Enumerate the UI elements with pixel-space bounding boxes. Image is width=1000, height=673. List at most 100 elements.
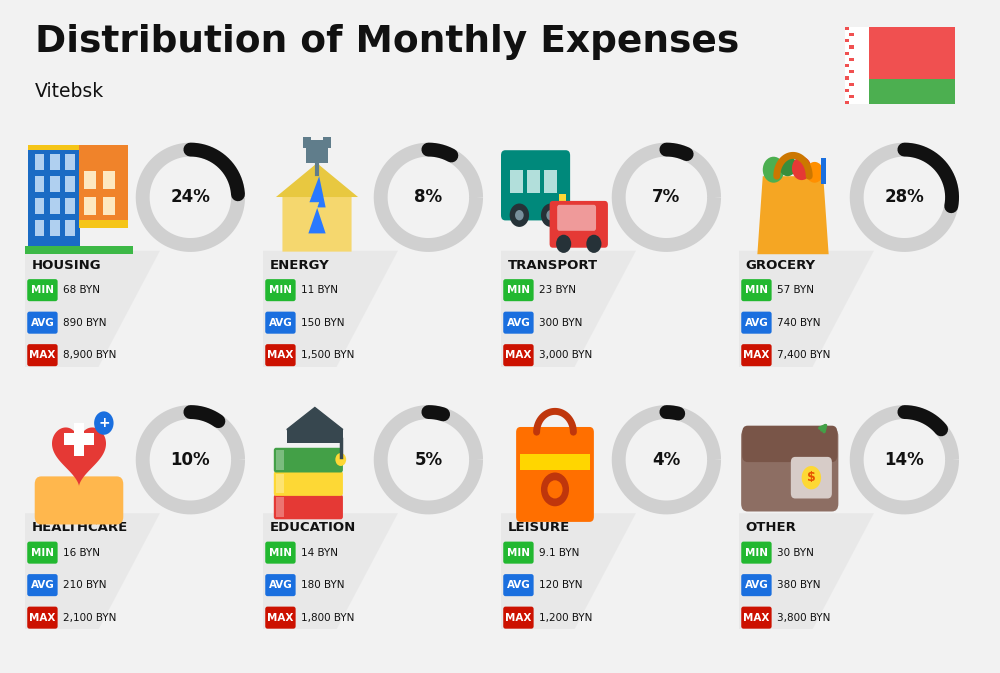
Bar — [559, 194, 566, 205]
FancyBboxPatch shape — [503, 312, 534, 334]
Bar — [276, 474, 284, 493]
Polygon shape — [287, 407, 343, 429]
Bar — [84, 197, 96, 215]
Polygon shape — [263, 251, 398, 378]
Circle shape — [547, 481, 563, 499]
Text: 740 BYN: 740 BYN — [777, 318, 821, 328]
Bar — [84, 171, 96, 189]
Polygon shape — [263, 513, 398, 641]
Text: 2,100 BYN: 2,100 BYN — [63, 612, 117, 623]
Text: MAX: MAX — [267, 350, 294, 360]
Text: AVG: AVG — [269, 580, 292, 590]
Circle shape — [546, 210, 555, 221]
Text: +: + — [98, 416, 110, 430]
Bar — [65, 154, 75, 170]
Polygon shape — [282, 164, 352, 252]
Text: OTHER: OTHER — [746, 522, 797, 534]
Bar — [50, 176, 60, 192]
Text: 14%: 14% — [885, 451, 924, 469]
Text: MAX: MAX — [743, 350, 770, 360]
Polygon shape — [757, 176, 829, 254]
Bar — [849, 95, 854, 98]
FancyBboxPatch shape — [503, 574, 534, 596]
Text: TRANSPORT: TRANSPORT — [508, 259, 598, 272]
Text: AVG: AVG — [31, 318, 54, 328]
FancyBboxPatch shape — [741, 542, 772, 564]
Text: 7%: 7% — [652, 188, 680, 207]
Bar — [28, 145, 80, 249]
Text: 1,500 BYN: 1,500 BYN — [301, 350, 355, 360]
Bar — [79, 145, 128, 228]
Text: 8,900 BYN: 8,900 BYN — [63, 350, 117, 360]
FancyBboxPatch shape — [265, 279, 296, 302]
FancyBboxPatch shape — [503, 279, 534, 302]
Text: 150 BYN: 150 BYN — [301, 318, 345, 328]
Text: GROCERY: GROCERY — [746, 259, 816, 272]
Bar — [527, 170, 540, 193]
Bar — [50, 221, 60, 236]
FancyBboxPatch shape — [516, 427, 594, 522]
Bar — [303, 137, 311, 147]
Bar — [65, 176, 75, 192]
Text: 1,800 BYN: 1,800 BYN — [301, 612, 355, 623]
Text: MAX: MAX — [505, 612, 532, 623]
Bar — [65, 221, 75, 236]
Bar — [845, 27, 869, 104]
FancyBboxPatch shape — [841, 24, 959, 108]
FancyBboxPatch shape — [741, 606, 772, 629]
Text: MAX: MAX — [29, 612, 56, 623]
Bar — [276, 450, 284, 470]
FancyBboxPatch shape — [557, 205, 596, 231]
Text: 8%: 8% — [414, 188, 442, 207]
Text: 23 BYN: 23 BYN — [539, 285, 576, 295]
Circle shape — [806, 162, 823, 182]
Text: AVG: AVG — [31, 580, 54, 590]
Text: MAX: MAX — [267, 612, 294, 623]
Polygon shape — [25, 251, 160, 378]
Bar — [65, 199, 75, 214]
Text: 24%: 24% — [170, 188, 210, 207]
Bar — [845, 64, 849, 67]
FancyBboxPatch shape — [274, 495, 343, 520]
Polygon shape — [501, 513, 636, 641]
Text: MAX: MAX — [505, 350, 532, 360]
FancyBboxPatch shape — [27, 542, 58, 564]
FancyBboxPatch shape — [742, 426, 837, 462]
FancyBboxPatch shape — [265, 574, 296, 596]
FancyBboxPatch shape — [741, 344, 772, 366]
Bar — [287, 429, 343, 443]
Polygon shape — [52, 427, 106, 486]
FancyBboxPatch shape — [741, 312, 772, 334]
Circle shape — [335, 453, 346, 466]
FancyBboxPatch shape — [741, 279, 772, 302]
Bar — [845, 27, 849, 30]
Bar — [821, 158, 826, 184]
Circle shape — [515, 210, 524, 221]
Text: HEALTHCARE: HEALTHCARE — [32, 522, 128, 534]
Bar — [845, 39, 849, 42]
Bar — [845, 89, 849, 92]
Text: 5%: 5% — [414, 451, 442, 469]
Text: 28%: 28% — [885, 188, 924, 207]
Circle shape — [556, 235, 571, 253]
Text: MIN: MIN — [31, 548, 54, 558]
Text: MIN: MIN — [745, 548, 768, 558]
FancyBboxPatch shape — [265, 312, 296, 334]
FancyBboxPatch shape — [503, 606, 534, 629]
Bar — [849, 83, 854, 85]
Text: Distribution of Monthly Expenses: Distribution of Monthly Expenses — [35, 24, 739, 59]
FancyBboxPatch shape — [27, 574, 58, 596]
Bar — [849, 46, 854, 48]
Bar — [306, 140, 328, 164]
Circle shape — [510, 203, 529, 227]
FancyBboxPatch shape — [265, 606, 296, 629]
Text: MIN: MIN — [507, 548, 530, 558]
Bar — [25, 246, 133, 254]
Text: 120 BYN: 120 BYN — [539, 580, 583, 590]
Bar — [79, 221, 128, 228]
Bar — [849, 33, 854, 36]
Text: 890 BYN: 890 BYN — [63, 318, 107, 328]
Text: MAX: MAX — [29, 350, 56, 360]
FancyBboxPatch shape — [27, 312, 58, 334]
Bar — [50, 199, 60, 214]
